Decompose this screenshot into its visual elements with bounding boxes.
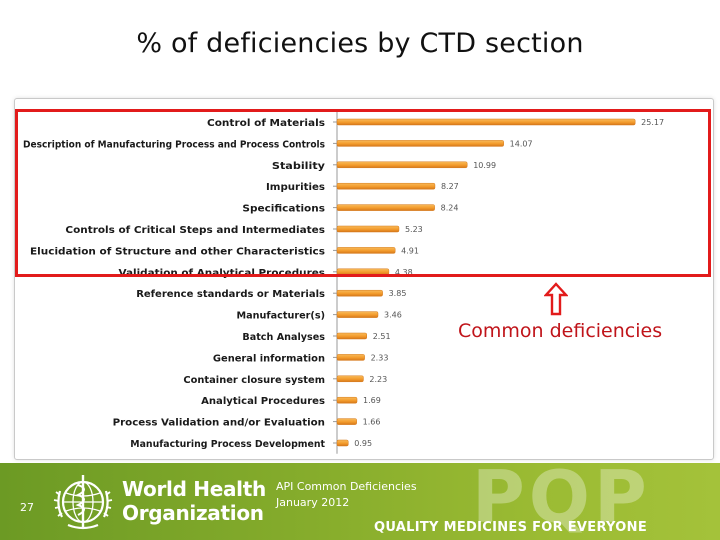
bar-value-label: 4.91 [401, 246, 419, 255]
footer-caption-line-1: API Common Deficiencies [276, 480, 417, 493]
common-deficiencies-label: Common deficiencies [458, 320, 663, 342]
pqp-watermark: PQP [472, 455, 651, 539]
bar-value-label: 25.17 [641, 118, 664, 127]
chart-frame: Control of Materials 25.17 Description of … [14, 98, 714, 460]
bar-value-label: 3.85 [389, 289, 407, 298]
category-label: Stability [272, 161, 326, 172]
footer-tagline: QUALITY MEDICINES FOR EVERYONE [374, 520, 648, 535]
footer-bar: 27 World Health Organization API Common … [0, 455, 720, 540]
bar-value-label: 14.07 [510, 139, 533, 148]
bar [336, 375, 364, 383]
deficiency-bar-chart: Control of Materials 25.17 Description of … [23, 111, 664, 454]
bar-value-label: 2.51 [373, 332, 391, 341]
bar-value-label: 1.66 [363, 418, 381, 427]
bar [336, 118, 636, 126]
category-label: Batch Analyses [242, 332, 325, 343]
bar [336, 225, 400, 233]
category-label: Controls of Critical Steps and Intermedi… [65, 225, 325, 236]
bar-value-label: 1.69 [363, 396, 381, 405]
bar [336, 354, 365, 361]
bar [336, 332, 367, 340]
bar [336, 182, 436, 190]
bar-value-label: 5.23 [405, 225, 423, 234]
bar [336, 289, 383, 297]
category-label: Manufacturing Process Development [130, 439, 325, 450]
bar-value-label: 3.46 [384, 311, 402, 320]
bar [336, 311, 379, 318]
category-label: Elucidation of Structure and other Chara… [30, 246, 325, 257]
category-label: Description of Manufacturing Process and… [23, 139, 325, 150]
category-label: Manufacturer(s) [237, 311, 326, 322]
category-label: Reference standards or Materials [136, 289, 325, 300]
bar-value-label: 8.27 [441, 182, 459, 191]
category-label: Specifications [242, 204, 325, 215]
bar-value-label: 10.99 [473, 161, 496, 170]
category-label: Analytical Procedures [201, 396, 325, 407]
bar [336, 247, 396, 254]
bar-value-label: 2.23 [369, 375, 387, 384]
footer-caption-line-2: January 2012 [276, 496, 350, 509]
category-label: General information [213, 353, 325, 364]
footer-caption: API Common Deficiencies January 2012 [276, 479, 417, 511]
bar [336, 396, 358, 404]
category-label: Validation of Analytical Procedures [119, 268, 326, 279]
bar [336, 268, 390, 276]
bar [336, 418, 357, 425]
up-arrow-icon [544, 282, 568, 316]
bar [336, 439, 349, 447]
bar-value-label: 2.33 [371, 353, 389, 362]
category-label: Container closure system [183, 375, 325, 386]
organization-name-line-2: Organization [122, 501, 264, 525]
bar [336, 204, 435, 211]
bar-value-label: 0.95 [354, 439, 372, 448]
who-emblem-icon [53, 475, 113, 530]
category-label: Control of Materials [207, 118, 325, 129]
organization-name-line-1: World Health [122, 477, 266, 501]
bar-value-label: 4.38 [395, 268, 413, 277]
bar [336, 140, 504, 147]
category-label: Impurities [266, 182, 325, 193]
organization-name: World Health Organization [122, 477, 266, 525]
bar [336, 161, 468, 169]
slide-title: % of deficiencies by CTD section [136, 28, 584, 59]
bar-value-label: 8.24 [441, 204, 459, 213]
slide-number: 27 [20, 501, 34, 514]
category-label: Process Validation and/or Evaluation [113, 418, 325, 429]
